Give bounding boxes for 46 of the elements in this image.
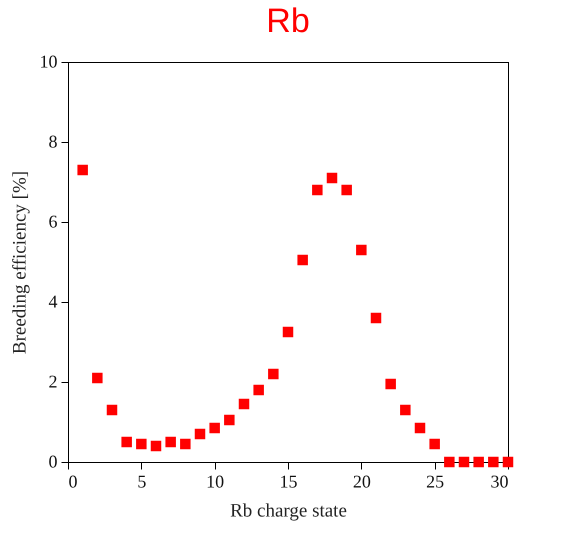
point <box>180 438 191 450</box>
point <box>238 398 250 410</box>
point <box>414 422 426 434</box>
chart-title: Rb <box>266 2 310 40</box>
point <box>136 438 147 450</box>
x-tick-label: 25 <box>426 472 444 492</box>
point <box>370 312 382 324</box>
point <box>92 372 103 384</box>
y-tick-label: 2 <box>48 372 58 392</box>
point <box>150 440 162 452</box>
point <box>253 384 264 396</box>
x-tick-label: 10 <box>206 472 224 492</box>
x-tick-label: 0 <box>68 472 78 492</box>
point <box>356 244 367 256</box>
point <box>341 184 352 196</box>
point <box>194 428 206 440</box>
point <box>458 456 470 468</box>
point <box>312 184 323 196</box>
point <box>400 404 411 416</box>
point <box>429 438 440 450</box>
y-tick-label: 4 <box>48 292 58 312</box>
point <box>473 456 484 468</box>
point <box>106 404 118 416</box>
y-tick-label: 10 <box>40 52 58 72</box>
y-axis-title: Breeding efficiency [%] <box>10 170 30 354</box>
x-axis-title: Rb charge state <box>230 500 347 522</box>
y-tick-label: 6 <box>48 212 58 232</box>
point <box>488 456 499 468</box>
y-tick-label: 8 <box>48 132 58 152</box>
point <box>165 436 176 448</box>
point <box>268 368 279 380</box>
x-tick-label: 15 <box>280 472 298 492</box>
point <box>502 456 514 468</box>
point <box>224 414 235 426</box>
point <box>326 172 338 184</box>
point <box>77 164 88 176</box>
x-tick-label: 5 <box>137 472 146 492</box>
y-tick-label: 0 <box>48 452 58 472</box>
point <box>444 456 455 468</box>
x-tick-label: 20 <box>352 472 371 492</box>
point <box>385 378 396 390</box>
x-tick-label: 30 <box>490 472 508 492</box>
point <box>297 254 308 266</box>
point <box>209 422 220 434</box>
point <box>121 436 132 448</box>
point <box>282 326 294 338</box>
